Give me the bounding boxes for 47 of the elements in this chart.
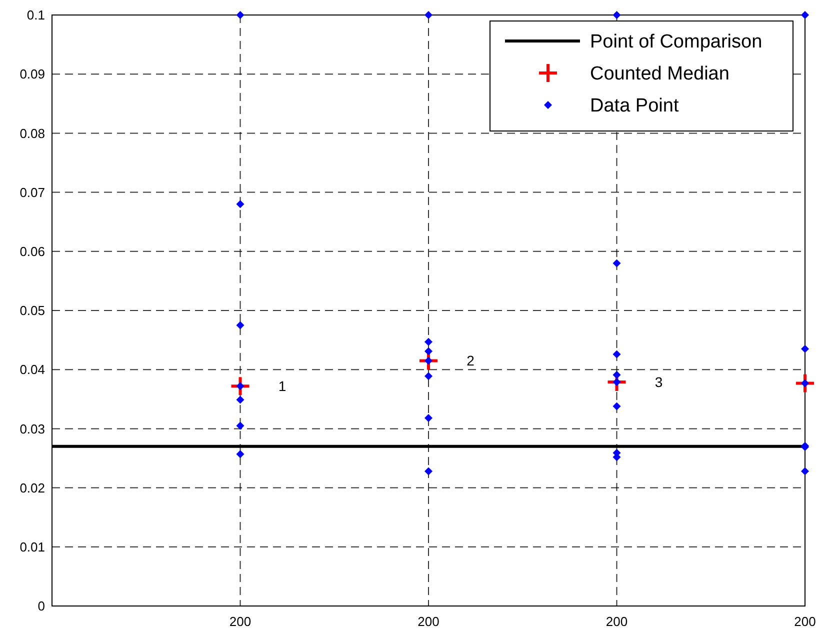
point (801, 379, 809, 388)
point (424, 372, 432, 380)
point (424, 347, 432, 356)
point (236, 200, 244, 208)
point (801, 344, 809, 353)
point (236, 321, 244, 330)
point (801, 467, 809, 476)
x-tick-label: 200 (606, 614, 628, 629)
point (424, 356, 432, 365)
y-tick-label: 0.05 (20, 303, 45, 318)
point (612, 378, 621, 386)
point (424, 467, 432, 476)
point (236, 422, 244, 430)
y-tick-label: 0.01 (20, 539, 45, 554)
y-tick-label: 0.08 (20, 126, 45, 141)
legend-label: Point of Comparison (590, 32, 762, 53)
y-tick-label: 0.07 (20, 184, 45, 200)
y-tick-label: 0 (38, 598, 45, 614)
y-tick-label: 0.03 (20, 421, 45, 436)
y-tick-label: 0.02 (20, 480, 45, 496)
annotation: 2 (466, 352, 475, 369)
point (612, 370, 621, 379)
point (424, 414, 432, 422)
x-tick-label: 200 (229, 614, 252, 629)
y-tick-label: 0.06 (20, 244, 45, 259)
point (794, 372, 816, 394)
legend-label: Data Point (590, 96, 680, 117)
point (236, 382, 244, 390)
point (236, 450, 244, 458)
point (236, 396, 244, 404)
point (612, 11, 621, 19)
point (612, 259, 621, 268)
point (424, 11, 432, 19)
y-tick-label: 0.09 (20, 66, 45, 82)
annotation: 3 (654, 374, 663, 390)
x-tick-label: 200 (794, 614, 816, 629)
point (801, 11, 809, 19)
point (612, 350, 621, 358)
point (424, 338, 432, 346)
point (612, 402, 621, 410)
y-tick-label: 0.04 (20, 362, 45, 378)
y-tick-label: 0.1 (26, 8, 45, 23)
legend-label: Counted Median (590, 64, 730, 85)
annotation: 1 (278, 378, 286, 394)
point (230, 376, 251, 397)
point (236, 11, 244, 19)
x-tick-label: 200 (418, 614, 440, 629)
